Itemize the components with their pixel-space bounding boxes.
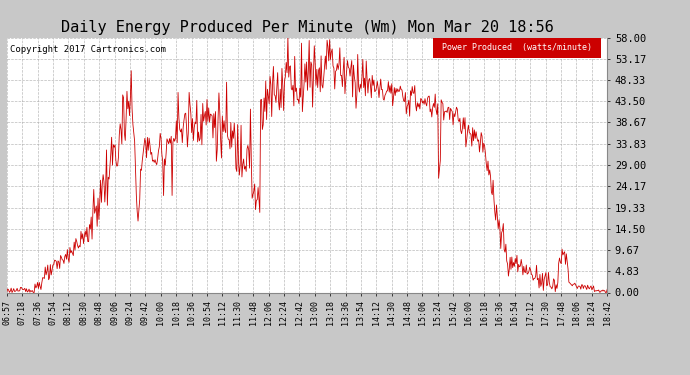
Text: Copyright 2017 Cartronics.com: Copyright 2017 Cartronics.com xyxy=(10,45,166,54)
Title: Daily Energy Produced Per Minute (Wm) Mon Mar 20 18:56: Daily Energy Produced Per Minute (Wm) Mo… xyxy=(61,20,553,35)
